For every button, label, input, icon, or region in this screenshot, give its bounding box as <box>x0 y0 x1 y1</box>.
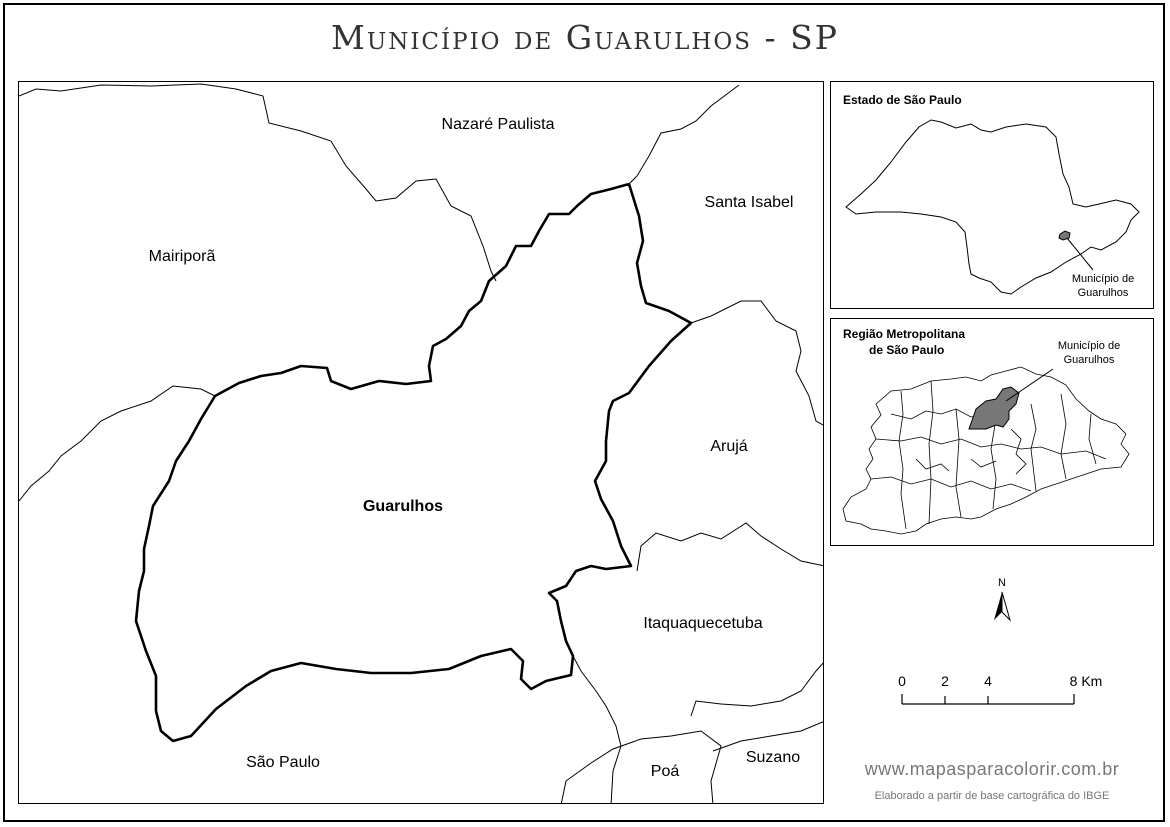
north-arrow-icon: N <box>994 577 1012 622</box>
boundary-nazare-santaisabel <box>628 84 740 185</box>
scale-tick-0: 0 <box>898 673 906 689</box>
guarulhos-metro-highlight <box>968 386 1020 430</box>
inset-state-callout-1: Município de <box>1072 273 1134 285</box>
inset-state: Estado de São Paulo Município de Guarulh… <box>830 81 1154 309</box>
label-suzano: Suzano <box>746 749 800 766</box>
north-arrow: N <box>984 574 1020 626</box>
scale-bar: 0 2 4 8 Km <box>890 668 1120 712</box>
guarulhos-state-marker <box>1058 230 1071 241</box>
inset-state-title: Estado de São Paulo <box>843 93 962 107</box>
boundary-poa <box>560 730 722 803</box>
boundary-itaqua-saopaulo <box>572 655 622 803</box>
main-map: Nazaré Paulista Santa Isabel Mairiporã G… <box>18 81 824 804</box>
state-outline <box>845 119 1140 295</box>
north-label: N <box>998 577 1006 589</box>
boundary-mairipora-saopaulo <box>19 385 216 502</box>
label-poa: Poá <box>651 763 680 780</box>
source-credit: Elaborado a partir de base cartográfica … <box>874 790 1110 802</box>
inset-metro-callout-1: Município de <box>1058 340 1120 352</box>
label-mairipora: Mairiporã <box>149 248 216 265</box>
website-label: www.mapasparacolorir.com.br <box>864 759 1120 779</box>
boundary-aruja-itaqua <box>636 522 823 572</box>
boundary-santaisabel-aruja <box>690 300 823 426</box>
inset-state-svg: Estado de São Paulo Município de Guarulh… <box>843 93 1140 299</box>
inset-metro-callout-2: Guarulhos <box>1064 354 1115 366</box>
scale-tick-2: 2 <box>941 673 949 689</box>
inset-state-callout-line <box>1066 237 1094 271</box>
boundary-itaqua-suzano <box>690 662 823 717</box>
scale-tick-8: 8 Km <box>1070 673 1103 689</box>
label-aruja: Arujá <box>710 438 747 455</box>
page-title: Município de Guarulhos - SP <box>331 18 839 57</box>
label-itaquaquecetuba: Itaquaquecetuba <box>643 615 762 632</box>
metro-region-outline <box>842 366 1130 535</box>
label-nazare-paulista: Nazaré Paulista <box>442 116 555 133</box>
inset-metro-title-2: de São Paulo <box>869 343 944 357</box>
label-guarulhos: Guarulhos <box>363 498 443 515</box>
inset-metro-svg: Região Metropolitana de São Paulo Municí… <box>842 327 1130 535</box>
inset-metro: Região Metropolitana de São Paulo Municí… <box>830 318 1154 546</box>
inset-metro-title-1: Região Metropolitana <box>843 327 965 341</box>
main-map-svg: Nazaré Paulista Santa Isabel Mairiporã G… <box>19 83 823 803</box>
map-frame <box>3 3 1165 822</box>
boundary-suzano <box>712 721 823 752</box>
inset-metro-callout-line <box>1005 368 1054 402</box>
scale-bar-svg: 0 2 4 8 Km <box>898 673 1103 705</box>
label-santa-isabel: Santa Isabel <box>705 194 794 211</box>
boundary-mairipora-nazare <box>19 83 497 282</box>
guarulhos-boundary <box>134 182 693 743</box>
inset-state-callout-2: Guarulhos <box>1078 287 1129 299</box>
label-sao-paulo: São Paulo <box>246 754 320 771</box>
scale-tick-4: 4 <box>984 673 992 689</box>
